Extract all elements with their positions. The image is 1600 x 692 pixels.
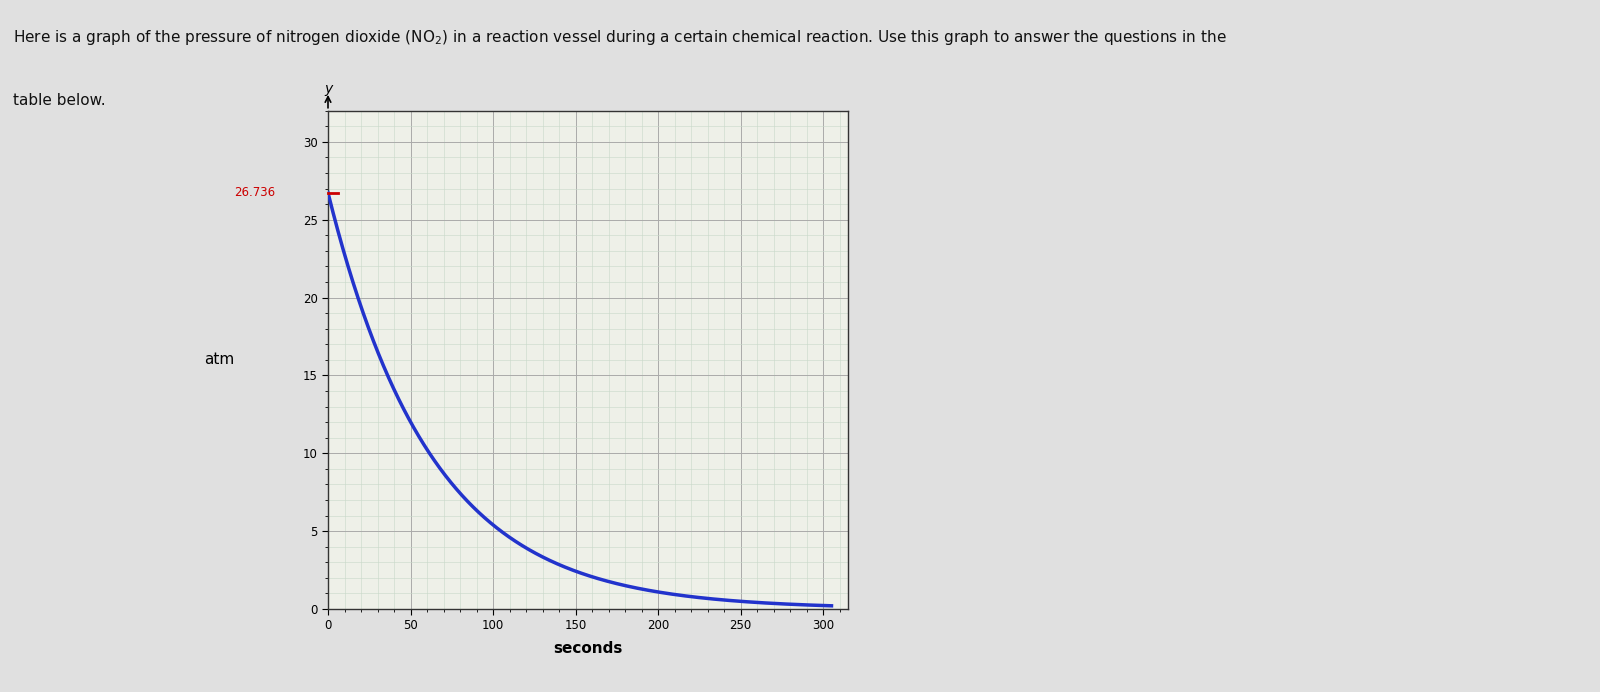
X-axis label: seconds: seconds [554, 641, 622, 656]
Text: atm: atm [205, 352, 235, 367]
Text: table below.: table below. [13, 93, 106, 109]
Text: 26.736: 26.736 [234, 186, 275, 199]
Text: y: y [323, 82, 333, 95]
Text: Here is a graph of the pressure of nitrogen dioxide $\left(\mathregular{NO_2}\ri: Here is a graph of the pressure of nitro… [13, 28, 1227, 46]
